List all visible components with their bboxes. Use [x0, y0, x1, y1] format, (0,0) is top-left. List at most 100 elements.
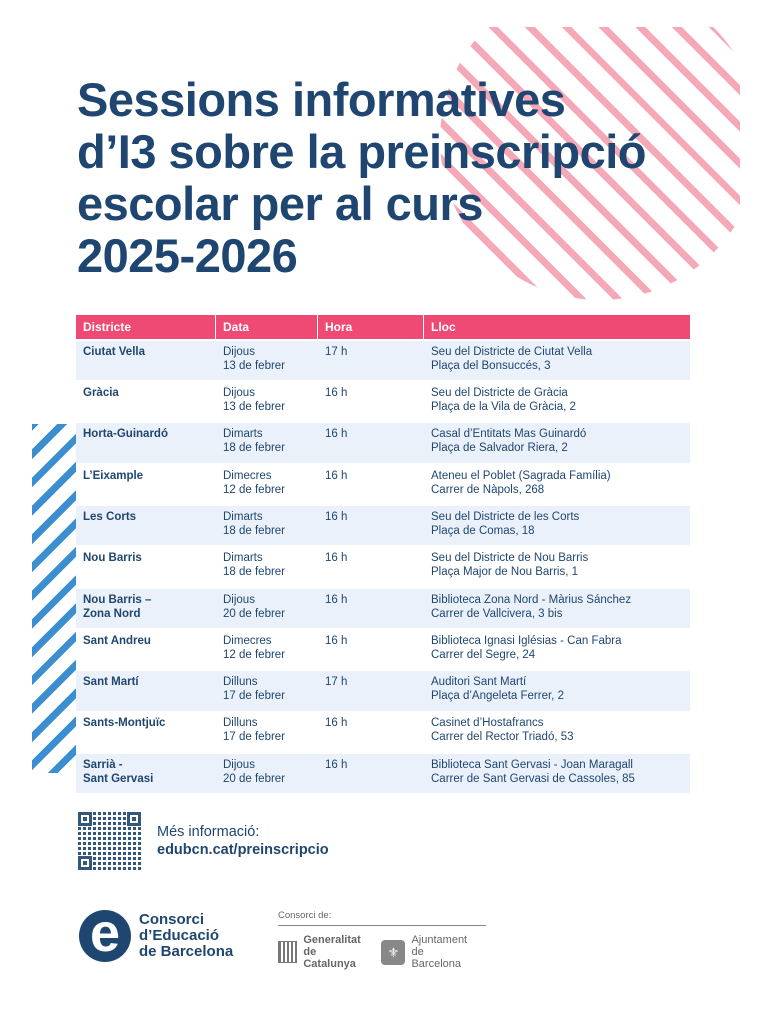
district-name: Nou Barris –	[83, 593, 152, 606]
place-name: Seu del Districte de Nou Barris	[431, 552, 589, 565]
date: 18 de febrer	[223, 524, 286, 537]
pink-striped-circle	[440, 27, 740, 300]
place-address: Carrer del Rector Triadó, 53	[431, 731, 574, 744]
day: Dijous	[223, 758, 255, 771]
date: 20 de febrer	[223, 607, 286, 620]
place-address: Carrer de Nàpols, 268	[431, 483, 545, 496]
district-name: Zona Nord	[83, 607, 141, 620]
partner-name-line: de Catalunya	[303, 946, 356, 970]
district-name: Sants-Montjuïc	[83, 717, 166, 730]
partner-name-line: Generalitat	[303, 934, 361, 946]
place-name: Casinet d’Hostafrancs	[431, 717, 544, 730]
place-name: Ateneu el Poblet (Sagrada Família)	[431, 469, 611, 482]
time: 16 h	[325, 634, 348, 647]
title-line: d’I3 sobre la preinscripció	[77, 125, 646, 178]
cell-district: Gràcia	[76, 382, 216, 422]
table-header: Districte Data Hora Lloc	[76, 315, 690, 339]
date: 18 de febrer	[223, 442, 286, 455]
date: 13 de febrer	[223, 359, 286, 372]
ajuntament-icon: ⚜	[381, 939, 406, 965]
more-info-label: Més informació:	[157, 824, 260, 840]
cell-date: Dimarts 18 de febrer	[216, 423, 318, 463]
title-line: Sessions informatives	[77, 73, 566, 126]
time: 16 h	[325, 593, 348, 606]
generalitat-icon	[278, 941, 298, 963]
table-row: Les Corts Dimarts 18 de febrer 16 h Seu del …	[76, 505, 690, 546]
cell-place: Casal d’Entitats Mas Guinardó Plaça de Sa…	[424, 423, 690, 463]
district-name: Les Corts	[83, 510, 137, 523]
cell-time: 16 h	[318, 465, 424, 505]
header-data: Data	[216, 315, 318, 339]
place-name: Seu del Districte de Gràcia	[431, 387, 568, 400]
cell-district: L’Eixample	[76, 465, 216, 505]
cell-place: Casinet d’Hostafrancs Carrer del Rector T…	[424, 712, 690, 752]
cell-district: Nou Barris – Zona Nord	[76, 589, 216, 629]
cell-date: Dimarts 18 de febrer	[216, 506, 318, 546]
place-address: Plaça de Salvador Riera, 2	[431, 442, 568, 455]
place-address: Carrer de Vallcivera, 3 bis	[431, 607, 563, 620]
date: 17 de febrer	[223, 690, 286, 703]
table-body: Ciutat Vella Dijous 13 de febrer 17 h Seu de…	[76, 340, 690, 794]
more-info-link[interactable]: edubcn.cat/preinscripcio	[157, 842, 329, 858]
consorci-label: Consorci de:	[278, 910, 486, 926]
table-row: Ciutat Vella Dijous 13 de febrer 17 h Seu de…	[76, 340, 690, 381]
cell-place: Ateneu el Poblet (Sagrada Família) Carrer…	[424, 465, 690, 505]
partner-generalitat: Generalitat de Catalunya	[278, 934, 369, 970]
cell-time: 16 h	[318, 547, 424, 587]
cell-date: Dilluns 17 de febrer	[216, 712, 318, 752]
cell-time: 16 h	[318, 423, 424, 463]
cell-time: 16 h	[318, 506, 424, 546]
day: Dimarts	[223, 552, 263, 565]
district-name: Sant Gervasi	[83, 772, 154, 785]
cell-time: 17 h	[318, 341, 424, 381]
cell-date: Dijous 20 de febrer	[216, 589, 318, 629]
time: 17 h	[325, 345, 348, 358]
place-name: Casal d’Entitats Mas Guinardó	[431, 428, 587, 441]
cell-district: Sant Andreu	[76, 630, 216, 670]
table-row: Sant Andreu Dimecres 12 de febrer 16 h Bibli…	[76, 630, 690, 670]
time: 16 h	[325, 469, 348, 482]
cell-district: Les Corts	[76, 506, 216, 546]
logo-text-line: Consorci	[139, 911, 205, 928]
district-name: L’Eixample	[83, 469, 144, 482]
date: 13 de febrer	[223, 401, 286, 414]
district-name: Horta-Guinardó	[83, 428, 168, 441]
district-name: Sant Andreu	[83, 634, 151, 647]
consorci-partners: Consorci de: Generalitat de Catalunya ⚜ …	[278, 910, 486, 970]
place-address: Plaça del Bonsuccés, 3	[431, 359, 551, 372]
cell-time: 16 h	[318, 589, 424, 629]
time: 16 h	[325, 552, 348, 565]
more-info: Més informació: edubcn.cat/preinscripcio	[78, 812, 329, 870]
cell-district: Sants-Montjuïc	[76, 712, 216, 752]
logo-text-line: d’Educació	[139, 927, 220, 944]
place-address: Plaça Major de Nou Barris, 1	[431, 566, 579, 579]
title-line: escolar per al curs	[77, 177, 483, 230]
day: Dijous	[223, 345, 255, 358]
cell-place: Biblioteca Ignasi Iglésias - Can Fabra Ca…	[424, 630, 690, 670]
cell-time: 16 h	[318, 630, 424, 670]
cell-place: Auditori Sant Martí Plaça d’Angeleta Ferr…	[424, 671, 690, 711]
place-address: Plaça d’Angeleta Ferrer, 2	[431, 690, 564, 703]
sessions-table: Districte Data Hora Lloc Ciutat Vella Dij…	[76, 315, 690, 794]
qr-code-icon[interactable]	[78, 812, 141, 870]
title-line: 2025-2026	[77, 229, 298, 282]
cell-date: Dimecres 12 de febrer	[216, 465, 318, 505]
cell-date: Dimecres 12 de febrer	[216, 630, 318, 670]
date: 18 de febrer	[223, 566, 286, 579]
district-name: Ciutat Vella	[83, 345, 145, 358]
date: 20 de febrer	[223, 772, 286, 785]
cell-time: 16 h	[318, 754, 424, 794]
table-row: L’Eixample Dimecres 12 de febrer 16 h Ateneu…	[76, 465, 690, 505]
day: Dimecres	[223, 469, 272, 482]
cell-date: Dilluns 17 de febrer	[216, 671, 318, 711]
district-name: Nou Barris	[83, 552, 142, 565]
pink-stripe-decoration	[0, 27, 740, 307]
table-row: Nou Barris Dimarts 18 de febrer 16 h Seu del…	[76, 547, 690, 587]
cell-district: Sarrià - Sant Gervasi	[76, 754, 216, 794]
e-logo-icon: e	[79, 906, 131, 962]
time: 16 h	[325, 510, 348, 523]
cell-district: Sant Martí	[76, 671, 216, 711]
day: Dijous	[223, 387, 255, 400]
cell-place: Biblioteca Sant Gervasi - Joan Maragall C…	[424, 754, 690, 794]
time: 16 h	[325, 387, 348, 400]
